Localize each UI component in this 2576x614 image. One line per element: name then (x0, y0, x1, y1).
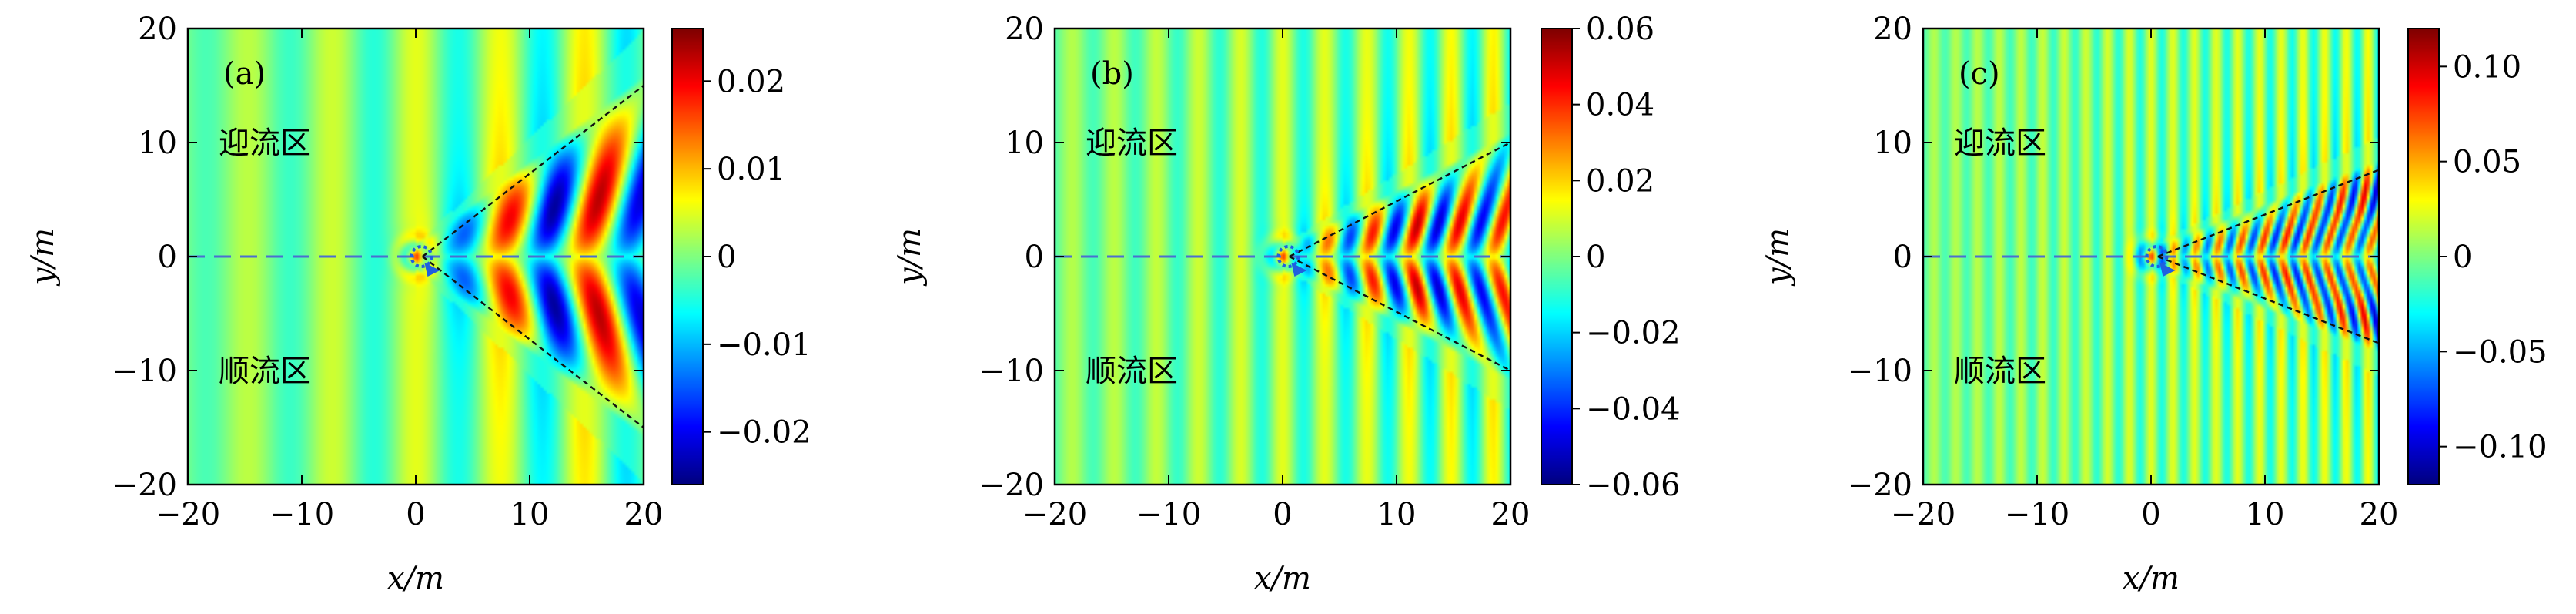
y-tick-label: −10 (112, 354, 177, 389)
y-tick-label: 10 (138, 126, 177, 161)
panel-label: (a) (223, 56, 266, 92)
colorbar-tick-label: −0.01 (717, 327, 811, 363)
x-tick-label: 10 (2246, 497, 2285, 532)
y-axis-label: y/m (892, 228, 928, 287)
panel-label: (b) (1090, 56, 1134, 92)
y-tick-label: −20 (112, 468, 177, 503)
panel-label: (c) (1959, 56, 2000, 92)
y-tick-label: 0 (1893, 240, 1912, 275)
x-tick-label: −20 (1891, 497, 1955, 532)
y-axis-label: y/m (1761, 228, 1796, 287)
region-upper-label: 迎流区 (219, 126, 311, 161)
colorbar (2408, 29, 2439, 485)
x-tick-label: −10 (1136, 497, 1201, 532)
region-upper-label: 迎流区 (1086, 126, 1178, 161)
region-lower-label: 顺流区 (1954, 354, 2046, 389)
colorbar-tick-label: 0.02 (1586, 163, 1654, 199)
x-tick-label: −10 (2005, 497, 2069, 532)
x-tick-label: 0 (406, 497, 425, 532)
wedge-line-upper (2157, 169, 2380, 258)
source-marker (1276, 245, 1300, 268)
x-tick-label: 10 (1377, 497, 1417, 532)
y-tick-label: −20 (979, 468, 1044, 503)
colorbar-tick-label: −0.04 (1586, 391, 1681, 427)
colorbar-tick-label: 0.04 (1586, 88, 1654, 123)
x-tick-label: 20 (624, 497, 664, 532)
y-tick-label: −20 (1848, 468, 1912, 503)
x-tick-label: 0 (2141, 497, 2160, 532)
y-tick-label: 0 (1025, 240, 1044, 275)
y-tick-label: 20 (1005, 12, 1044, 47)
wedge-line-lower (2157, 255, 2380, 344)
x-tick-label: 10 (510, 497, 550, 532)
region-upper-label: 迎流区 (1954, 126, 2046, 161)
source-arrow (2159, 263, 2176, 277)
y-tick-label: −10 (979, 354, 1044, 389)
y-tick-label: 20 (138, 12, 177, 47)
y-axis-label: y/m (25, 228, 61, 287)
source-arrow (424, 263, 440, 277)
x-tick-label: 0 (1273, 497, 1292, 532)
x-tick-label: −20 (1022, 497, 1087, 532)
source-arrow (1291, 263, 1307, 277)
wedge-line-upper (422, 85, 644, 257)
colorbar-tick-label: 0 (1586, 240, 1605, 275)
colorbar (1541, 29, 1572, 485)
y-tick-label: −10 (1848, 354, 1912, 389)
colorbar-tick-label: 0.01 (717, 152, 785, 187)
x-tick-label: 20 (1491, 497, 1531, 532)
wedge-line-lower (422, 256, 644, 428)
colorbar-tick-label: 0 (2453, 240, 2472, 275)
colorbar-tick-label: −0.06 (1586, 468, 1681, 503)
wedge-line-upper (1289, 141, 1511, 258)
y-tick-label: 0 (158, 240, 177, 275)
x-axis-label: x/m (1254, 561, 1311, 596)
colorbar-tick-label: 0 (717, 240, 736, 275)
colorbar-tick-label: −0.02 (1586, 316, 1681, 351)
colorbar-tick-label: 0.05 (2453, 145, 2521, 180)
x-tick-label: 20 (2360, 497, 2399, 532)
x-tick-label: −10 (269, 497, 334, 532)
x-axis-label: x/m (387, 561, 444, 596)
source-marker (410, 245, 433, 268)
wedge-line-lower (1289, 255, 1511, 372)
region-lower-label: 顺流区 (1086, 354, 1178, 389)
colorbar-tick-label: −0.05 (2453, 334, 2548, 370)
colorbar-tick-label: 0.02 (717, 64, 785, 99)
colorbar (672, 29, 703, 485)
source-marker (2145, 245, 2169, 268)
x-axis-label: x/m (2123, 561, 2180, 596)
y-tick-label: 20 (1873, 12, 1912, 47)
y-tick-label: 10 (1005, 126, 1044, 161)
region-lower-label: 顺流区 (219, 354, 311, 389)
x-tick-label: −20 (156, 497, 220, 532)
colorbar-tick-label: 0.06 (1586, 12, 1654, 47)
colorbar-tick-label: −0.10 (2453, 430, 2548, 465)
colorbar-tick-label: 0.10 (2453, 49, 2521, 85)
colorbar-tick-label: −0.02 (717, 415, 811, 451)
y-tick-label: 10 (1873, 126, 1912, 161)
